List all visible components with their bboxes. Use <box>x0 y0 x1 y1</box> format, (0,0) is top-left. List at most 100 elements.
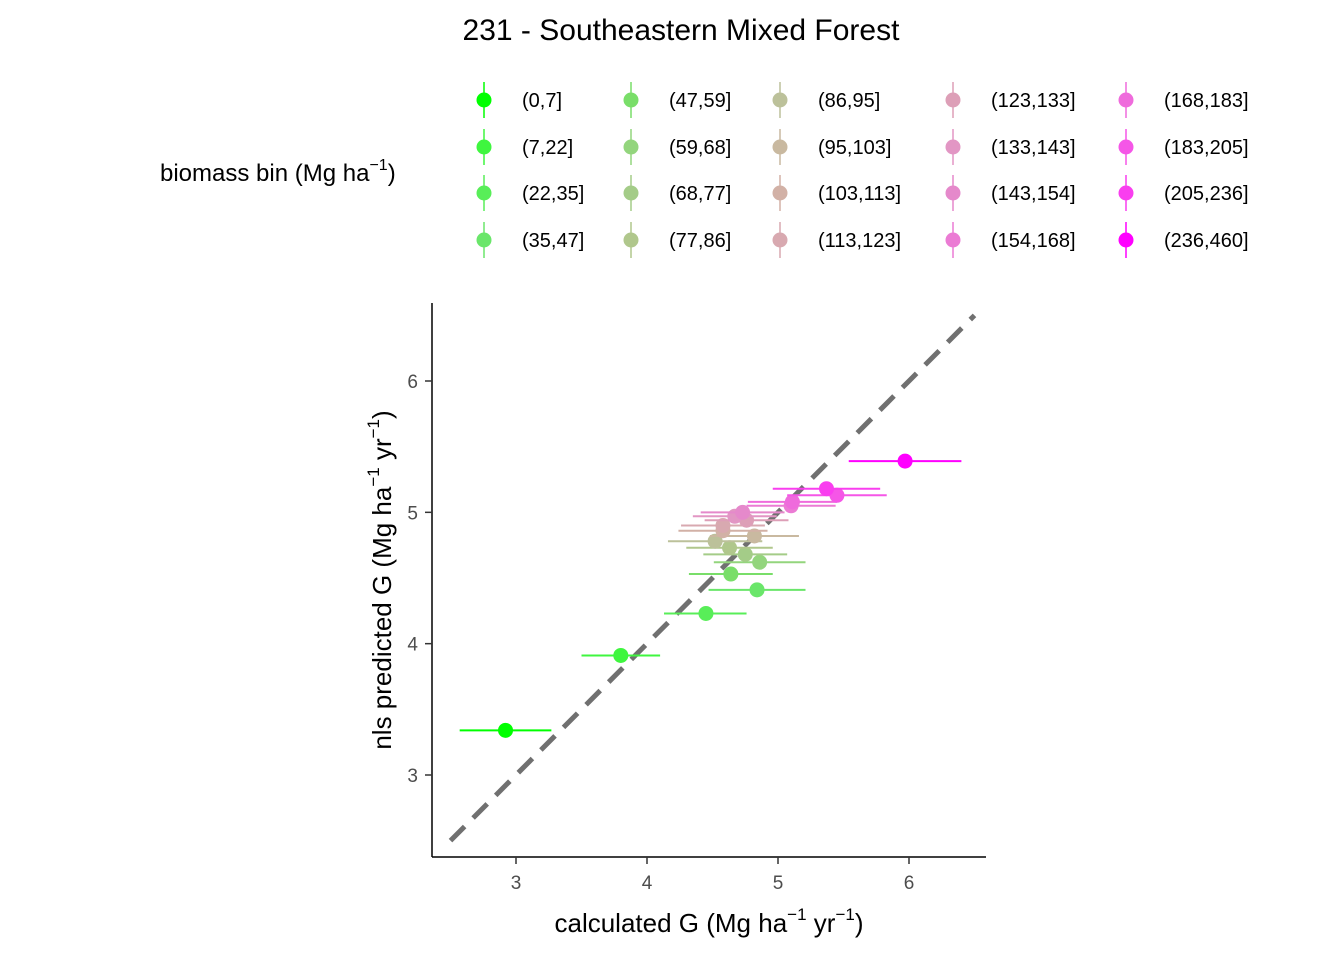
point-(35,47] <box>708 582 806 598</box>
point-(22,35] <box>664 605 747 621</box>
y-label-end: ) <box>367 410 397 419</box>
point-(236,460] <box>848 453 962 469</box>
legend-item: (7,22] <box>476 129 573 165</box>
legend-item: (183,205] <box>1118 129 1249 165</box>
legend-key-point <box>476 139 492 155</box>
legend-label: (168,183] <box>1164 90 1249 112</box>
legend-label: (154,168] <box>991 230 1076 252</box>
legend-key-point <box>1118 139 1134 155</box>
data-point <box>722 540 738 556</box>
legend-item: (123,133] <box>945 82 1076 118</box>
x-label-base: calculated G (Mg ha <box>554 908 787 938</box>
y-tick-label: 3 <box>407 766 418 787</box>
legend-key-point <box>1118 232 1134 248</box>
data-point <box>707 533 723 549</box>
chart-title: 231 - Southeastern Mixed Forest <box>463 14 901 47</box>
axis-ticks: 3 4 5 6 3 4 5 6 <box>407 372 914 894</box>
legend-label: (103,113] <box>818 183 901 205</box>
legend-item: (22,35] <box>476 175 584 211</box>
data-point <box>897 453 913 469</box>
legend-item: (86,95] <box>772 82 880 118</box>
legend-key-point <box>772 139 788 155</box>
legend-item: (168,183] <box>1118 82 1249 118</box>
x-label-mid: yr <box>807 908 836 938</box>
legend-item: (143,154] <box>945 175 1076 211</box>
legend-label: (35,47] <box>522 230 584 252</box>
data-point <box>737 546 753 562</box>
legend-key-point <box>772 185 788 201</box>
y-label-sup1: −1 <box>364 467 383 486</box>
legend-key-point <box>623 139 639 155</box>
y-tick-label: 6 <box>407 372 418 393</box>
legend-label: (143,154] <box>991 183 1076 205</box>
legend-key-point <box>623 185 639 201</box>
legend-item: (205,236] <box>1118 175 1249 211</box>
legend-label: (183,205] <box>1164 137 1249 159</box>
legend-item: (35,47] <box>476 222 584 258</box>
legend-key-point <box>476 232 492 248</box>
legend-item: (68,77] <box>623 175 731 211</box>
legend-key-point <box>623 92 639 108</box>
legend-key-point <box>945 185 961 201</box>
legend-label: (236,460] <box>1164 230 1249 252</box>
legend-label: (113,123] <box>818 230 901 252</box>
point-(59,68] <box>713 554 806 570</box>
x-label-sup2: −1 <box>835 905 854 924</box>
legend-label: (0,7] <box>522 90 562 112</box>
legend-item: (0,7] <box>476 82 562 118</box>
data-point <box>818 481 834 497</box>
legend-label: (22,35] <box>522 183 584 205</box>
data-point <box>746 528 762 544</box>
legend-label: (86,95] <box>818 90 880 112</box>
legend-item: (113,123] <box>772 222 901 258</box>
legend: (0,7] (7,22] (22,35] (35,47] (47,59] (59,68] (… <box>476 82 1249 258</box>
y-label-base: nls predicted G (Mg ha <box>367 486 397 750</box>
x-tick-label: 5 <box>773 873 784 894</box>
legend-label: (59,68] <box>669 137 731 159</box>
data-point <box>752 554 768 570</box>
x-label-end: ) <box>855 908 864 938</box>
legend-item: (59,68] <box>623 129 731 165</box>
y-label-mid: yr <box>367 438 397 467</box>
legend-key-point <box>476 185 492 201</box>
data-point <box>498 722 514 738</box>
x-axis-label: calculated G (Mg ha−1 yr−1) <box>554 905 863 938</box>
legend-label: (123,133] <box>991 90 1076 112</box>
point-(86,95] <box>667 533 763 549</box>
legend-key-point <box>476 92 492 108</box>
legend-key-point <box>772 232 788 248</box>
legend-title-base: biomass bin (Mg ha <box>160 160 370 187</box>
legend-label: (68,77] <box>669 183 731 205</box>
y-axis-label: nls predicted G (Mg ha−1 yr−1) <box>364 410 397 749</box>
legend-label: (205,236] <box>1164 183 1249 205</box>
legend-label: (47,59] <box>669 90 731 112</box>
data-point <box>715 517 731 533</box>
plot-area: 3 4 5 6 3 4 5 6 <box>407 303 986 894</box>
x-tick-label: 4 <box>642 873 653 894</box>
legend-key-point <box>945 232 961 248</box>
x-tick-label: 3 <box>511 873 522 894</box>
legend-key-point <box>1118 92 1134 108</box>
legend-item: (95,103] <box>772 129 891 165</box>
point-(7,22] <box>581 647 661 663</box>
legend-title: biomass bin (Mg ha−1) <box>160 157 396 187</box>
legend-title-sup: −1 <box>369 157 387 174</box>
legend-item: (103,113] <box>772 175 901 211</box>
point-(77,86] <box>686 540 773 556</box>
legend-key-point <box>945 139 961 155</box>
legend-item: (47,59] <box>623 82 731 118</box>
data-point <box>723 566 739 582</box>
legend-item: (77,86] <box>623 222 731 258</box>
y-label-sup2: −1 <box>364 419 383 438</box>
point-(205,236] <box>772 481 881 497</box>
legend-item: (154,168] <box>945 222 1076 258</box>
legend-label: (133,143] <box>991 137 1076 159</box>
point-(168,183] <box>747 494 837 510</box>
point-(133,143] <box>692 508 777 524</box>
identity-reference-line <box>448 313 977 843</box>
data-point <box>613 647 629 663</box>
y-tick-label: 4 <box>407 635 418 656</box>
legend-key-point <box>1118 185 1134 201</box>
point-(0,7] <box>459 722 552 738</box>
